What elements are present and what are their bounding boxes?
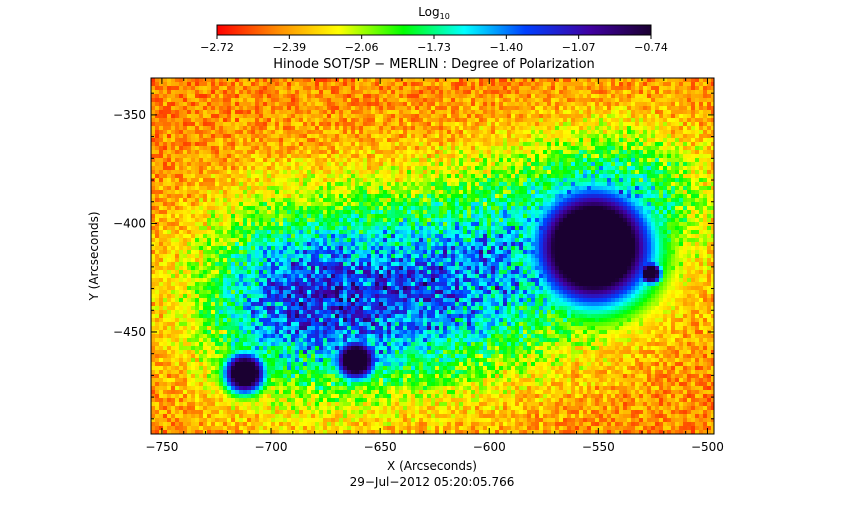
y-tick-label: −400 <box>113 216 146 230</box>
x-axis-ticks: −750 −700 −650 −600 −550 −500 <box>145 78 724 454</box>
colorbar-tick-label: −1.73 <box>417 41 451 54</box>
colorbar-ticks: −2.72 −2.39 −2.06 −1.73 −1.40 −1.07 −0.74 <box>200 35 668 54</box>
timestamp: 29−Jul−2012 05:20:05.766 <box>350 475 515 489</box>
x-axis-label: X (Arcseconds) <box>387 459 477 473</box>
colorbar-label: Log10 <box>418 5 450 21</box>
heatmap-image <box>151 78 714 434</box>
colorbar <box>217 25 651 35</box>
y-tick-label: −450 <box>113 325 146 339</box>
colorbar-tick-label: −1.40 <box>489 41 523 54</box>
x-tick-label: −750 <box>145 440 178 454</box>
y-tick-label: −350 <box>113 108 146 122</box>
x-tick-label: −650 <box>364 440 397 454</box>
colorbar-tick-label: −2.39 <box>272 41 306 54</box>
chart-title: Hinode SOT/SP − MERLIN : Degree of Polar… <box>273 57 595 72</box>
colorbar-tick-label: −0.74 <box>634 41 668 54</box>
y-axis-ticks: −350 −400 −450 <box>113 92 714 420</box>
colorbar-tick-label: −2.06 <box>345 41 379 54</box>
x-tick-label: −550 <box>582 440 615 454</box>
plot-frame <box>150 77 715 435</box>
colorbar-tick-label: −1.07 <box>562 41 596 54</box>
x-tick-label: −700 <box>255 440 288 454</box>
colorbar-tick-label: −2.72 <box>200 41 234 54</box>
x-tick-label: −500 <box>691 440 724 454</box>
y-axis-label: Y (Arcseconds) <box>87 211 101 301</box>
x-tick-label: −600 <box>473 440 506 454</box>
